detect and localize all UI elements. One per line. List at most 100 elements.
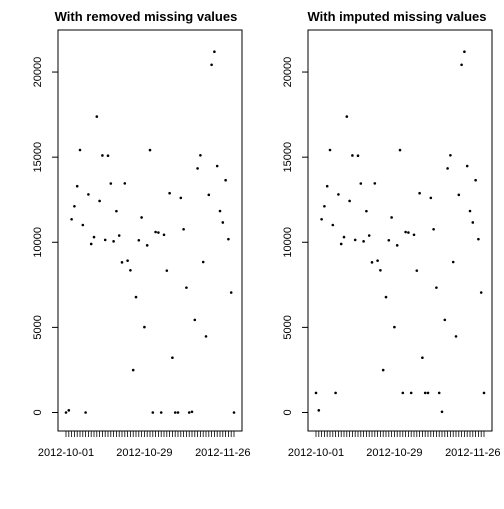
data-point [174,411,177,414]
data-point [427,392,430,395]
data-point [432,228,435,231]
data-point [421,356,424,359]
data-point [444,319,447,322]
data-point [474,179,477,182]
data-point [320,218,323,221]
data-point [96,115,99,118]
plot-frame [58,30,242,431]
data-point [371,261,374,264]
data-point [230,291,233,294]
y-tick-label: 10000 [32,227,44,258]
data-point [73,205,76,208]
data-point [438,392,441,395]
data-point [463,50,466,53]
data-point [407,231,410,234]
data-point [163,233,166,236]
data-point [332,224,335,227]
data-point [233,411,236,414]
data-point [166,269,169,272]
data-point [404,231,407,234]
data-point [194,319,197,322]
data-point [329,149,332,152]
data-point [84,411,87,414]
data-point [205,335,208,338]
data-point [118,234,121,237]
data-point [65,411,68,414]
y-tick-label: 5000 [282,315,294,339]
data-point [180,197,183,200]
data-point [318,409,321,412]
data-point [199,154,202,157]
y-tick-label: 10000 [282,227,294,258]
data-point [334,392,337,395]
data-point [385,296,388,299]
data-point [477,238,480,241]
data-point [98,200,101,203]
data-point [126,259,129,262]
data-point [418,192,421,195]
data-point [196,167,199,170]
panel-title: With removed missing values [55,9,238,24]
data-point [357,154,360,157]
x-tick-label: 2012-10-29 [366,447,422,459]
data-point [410,392,413,395]
data-point [227,238,230,241]
data-point [340,243,343,246]
data-point [449,154,452,157]
data-point [396,244,399,247]
data-point [121,261,124,264]
x-tick-label: 2012-11-26 [445,447,500,459]
data-point [382,369,385,372]
data-point [182,228,185,231]
data-point [132,369,135,372]
data-point [177,411,180,414]
data-point [390,216,393,219]
y-tick-label: 5000 [32,315,44,339]
data-point [424,392,427,395]
data-point [469,210,472,213]
data-point [115,210,118,213]
data-point [430,197,433,200]
data-point [460,63,463,66]
data-point [399,149,402,152]
plot-frame [308,30,492,431]
data-point [152,411,155,414]
data-point [435,286,438,289]
data-point [413,233,416,236]
data-point [208,194,211,197]
data-point [149,149,152,152]
data-point [315,392,318,395]
data-point [154,231,157,234]
data-point [326,185,329,188]
data-point [70,218,73,221]
data-point [168,192,171,195]
data-point [343,236,346,239]
data-point [87,193,90,196]
data-point [143,326,146,329]
data-point [191,410,194,413]
data-point [216,165,219,168]
data-point [140,216,143,219]
data-point [388,239,391,242]
data-point [348,200,351,203]
x-tick-label: 2012-10-01 [38,447,94,459]
panel-title: With imputed missing values [307,9,486,24]
x-tick-label: 2012-10-01 [288,447,344,459]
y-tick-label: 20000 [282,57,294,88]
data-point [472,221,475,224]
panel-removed-missing: With removed missing values 0 5000 10000 15… [32,9,251,459]
data-point [222,221,225,224]
x-tick-label: 2012-11-26 [195,447,250,459]
data-point [110,182,113,185]
data-point [79,149,82,152]
data-point [160,411,163,414]
y-tick-label: 0 [282,409,294,415]
data-point [466,165,469,168]
data-point [76,185,79,188]
data-point [441,410,444,413]
data-point [362,240,365,243]
data-point [146,244,149,247]
data-point [393,326,396,329]
data-point [101,154,104,157]
